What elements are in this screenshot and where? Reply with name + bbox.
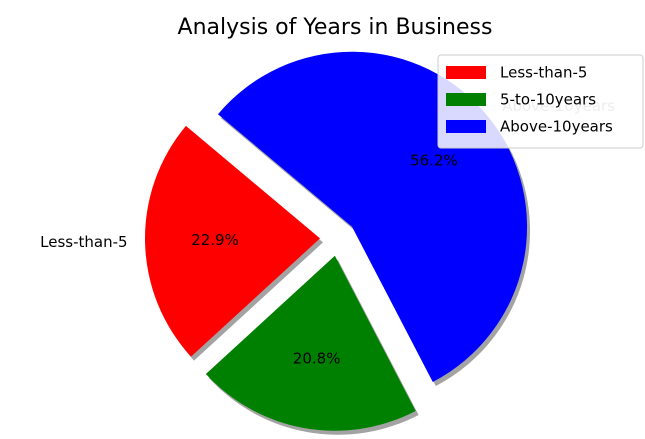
wedge <box>205 255 416 431</box>
percent-label: 20.8% <box>293 350 341 368</box>
legend-swatch <box>446 93 486 106</box>
wedge <box>145 125 321 357</box>
legend-swatch <box>446 66 486 79</box>
legend-box <box>437 54 644 149</box>
legend-label: 5-to-10years <box>500 91 596 109</box>
percent-label: 22.9% <box>191 231 239 249</box>
legend-label: Less-than-5 <box>500 64 587 82</box>
legend-label: Above-10years <box>500 118 613 136</box>
legend-swatch <box>446 120 486 133</box>
percent-label: 56.2% <box>410 152 458 170</box>
category-label: 5-to-10years <box>205 436 301 439</box>
category-label: Less-than-5 <box>40 233 127 251</box>
chart-title: Analysis of Years in Business <box>178 15 493 40</box>
